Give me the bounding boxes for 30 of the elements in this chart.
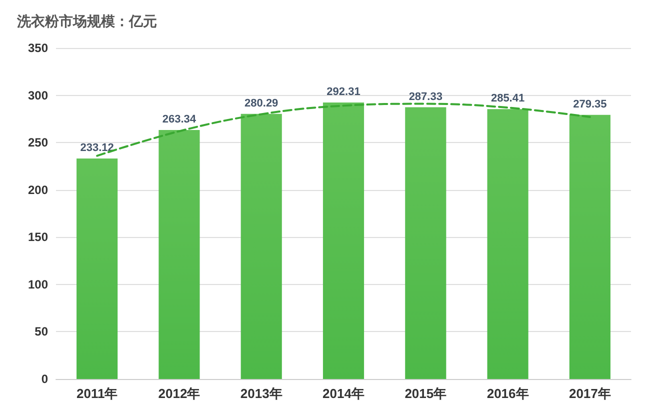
y-tick-label: 350 (28, 41, 48, 55)
data-label: 287.33 (408, 90, 442, 103)
y-tick-label: 50 (34, 324, 48, 339)
y-tick-label: 100 (28, 277, 48, 292)
y-tick-label: 150 (28, 230, 48, 244)
data-label: 263.34 (162, 113, 197, 126)
y-tick-label: 300 (28, 88, 48, 102)
x-tick-label: 2015年 (404, 386, 447, 401)
chart-title: 洗衣粉市场规模：亿元 (16, 13, 157, 30)
bar (405, 107, 446, 379)
y-tick-label: 0 (41, 372, 48, 386)
bar (76, 158, 118, 379)
x-tick-label: 2013年 (240, 386, 282, 401)
data-label: 285.41 (490, 92, 525, 105)
data-label: 279.35 (573, 98, 607, 110)
bar (569, 114, 610, 379)
bar (487, 109, 528, 379)
data-label: 233.12 (80, 142, 114, 154)
y-tick-label: 200 (28, 182, 48, 197)
bar (158, 130, 200, 379)
x-tick-label: 2017年 (568, 386, 611, 401)
bar (322, 102, 364, 379)
x-tick-label: 2011年 (76, 386, 118, 401)
x-tick-label: 2012年 (158, 386, 200, 401)
data-label: 280.29 (244, 97, 278, 110)
bar (240, 114, 282, 379)
x-tick-label: 2014年 (322, 386, 364, 401)
x-tick-label: 2016年 (486, 386, 529, 401)
y-tick-label: 250 (28, 136, 48, 150)
data-label: 292.31 (326, 86, 360, 98)
